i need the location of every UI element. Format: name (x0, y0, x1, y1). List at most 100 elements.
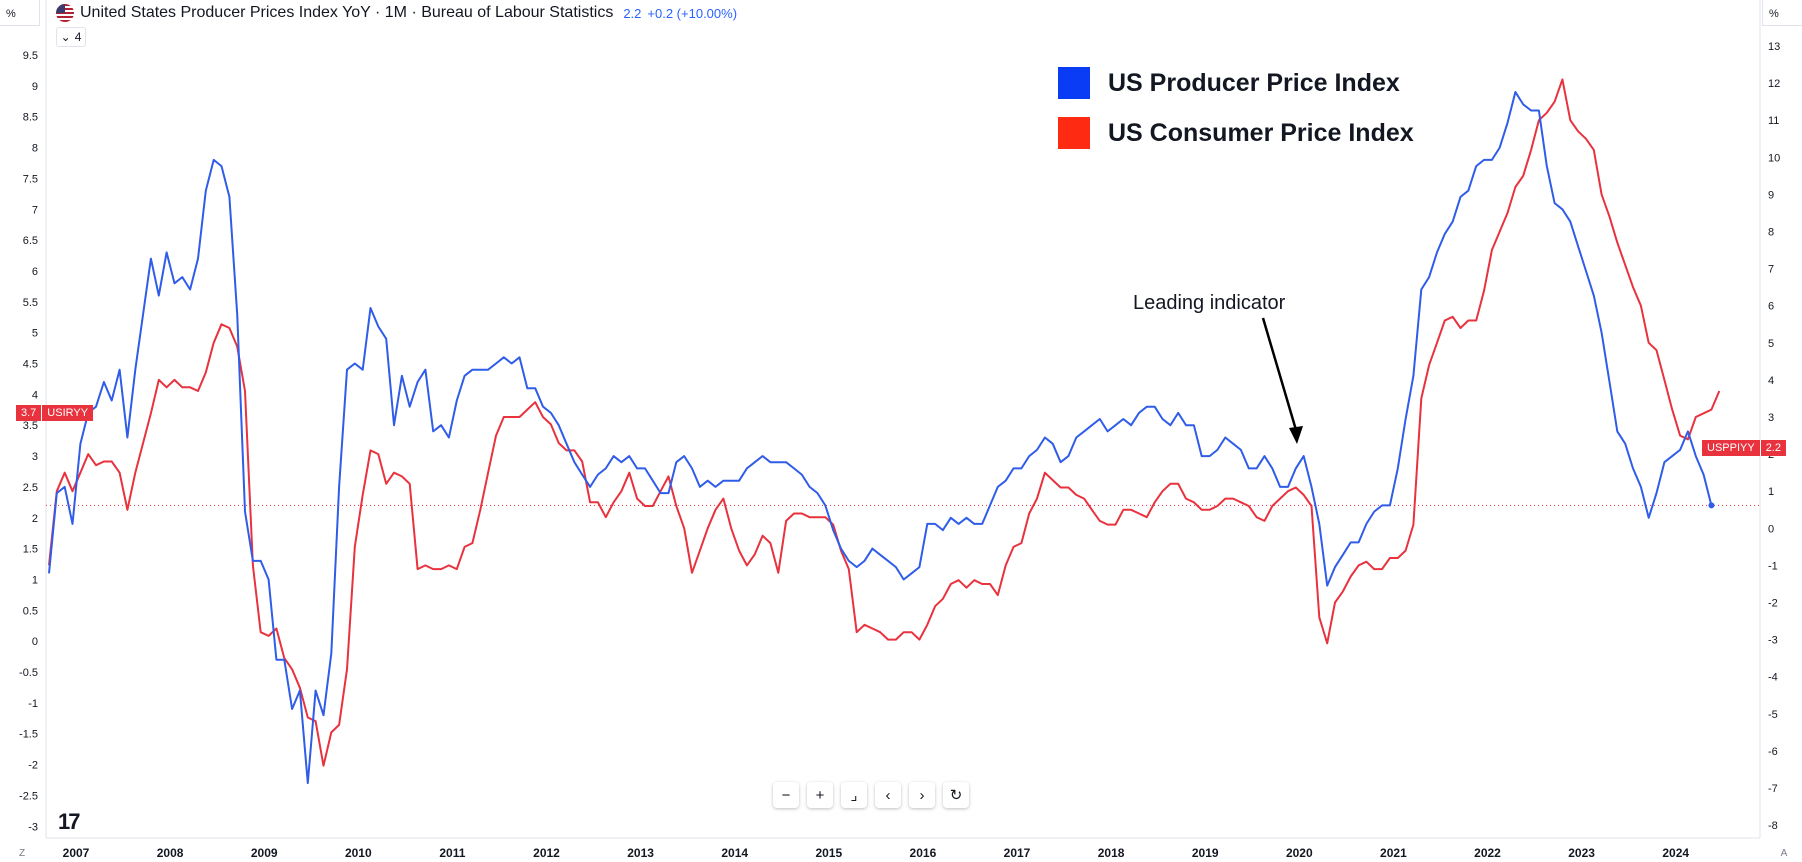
cpi-tag-symbol: USIRYY (41, 405, 94, 421)
right-tick-label: 3 (1768, 412, 1774, 424)
time-tick-label: 2021 (1380, 846, 1407, 860)
left-tick-label: 5.5 (23, 297, 38, 309)
left-tick-label: 8.5 (23, 112, 38, 124)
right-tick-label: -8 (1768, 820, 1778, 832)
time-tick-label: 2016 (910, 846, 937, 860)
right-tick-label: -5 (1768, 709, 1778, 721)
scroll-right-button[interactable]: › (909, 782, 935, 808)
ppi-tag-value: 2.2 (1759, 440, 1786, 456)
ppi-tag-symbol: USPPIYY (1702, 440, 1760, 456)
left-tick-label: 1.5 (23, 544, 38, 556)
right-tick-label: 0 (1768, 523, 1774, 535)
right-tick-label: 6 (1768, 301, 1774, 313)
leading-indicator-annotation: Leading indicator (1133, 292, 1286, 314)
left-tick-label: 1 (32, 574, 38, 586)
right-tick-label: 7 (1768, 264, 1774, 276)
left-tick-label: 4 (32, 389, 38, 401)
legend-item-ppi: US Producer Price Index (1058, 58, 1414, 108)
left-axis-ticks: -3 -2.5 -2 -1.5 -1 -0.5 0 0.5 1 1.5 2 2.5 3 3.5 4 4.5 5 5… (19, 50, 38, 833)
time-tick-label: 2018 (1098, 846, 1125, 860)
last-value: 2.2 (623, 5, 642, 21)
zoom-out-button[interactable]: − (773, 782, 799, 808)
time-tick-label: 2022 (1474, 846, 1501, 860)
right-tick-label: -2 (1768, 598, 1778, 610)
value-change: +0.2 (+10.00%) (647, 5, 738, 21)
time-tick-label: 2017 (1004, 846, 1031, 860)
left-tick-label: 9 (32, 81, 38, 93)
legend: US Producer Price Index US Consumer Pric… (1058, 58, 1414, 158)
left-tick-label: 2.5 (23, 482, 38, 494)
time-tick-label: 2012 (533, 846, 560, 860)
legend-swatch-cpi (1058, 117, 1090, 149)
time-axis-ticks: 2007 2008 2009 2010 2011 2012 2013 2014 2015 2016… (63, 846, 1690, 860)
right-tick-label: 1 (1768, 486, 1774, 498)
time-tick-label: 2019 (1192, 846, 1219, 860)
time-tick-label: 2011 (439, 846, 465, 860)
chart-header: United States Producer Prices Index YoY … (56, 2, 737, 24)
legend-swatch-ppi (1058, 67, 1090, 99)
left-unit-label[interactable]: % (0, 0, 40, 26)
zoom-in-button[interactable]: + (807, 782, 833, 808)
left-tick-label: -2.5 (19, 790, 38, 802)
right-tick-label: -7 (1768, 783, 1778, 795)
left-tick-label: -1.5 (19, 729, 38, 741)
time-tick-label: 2009 (251, 846, 278, 860)
left-tick-label: 5 (32, 328, 38, 340)
cpi-series-line (48, 78, 1721, 767)
reset-scale-button[interactable]: ⌟ (841, 782, 867, 808)
collapse-indicators-button[interactable]: ⌄ 4 (56, 27, 86, 47)
left-tick-label: -3 (28, 821, 38, 833)
left-tick-label: -2 (28, 760, 38, 772)
left-tick-label: -1 (28, 698, 38, 710)
ppi-series-line (48, 91, 1713, 785)
chart-toolbar: − + ⌟ ‹ › ↻ (773, 782, 969, 808)
time-tick-label: 2020 (1286, 846, 1313, 860)
cpi-left-tag: 3.7 USIRYY (16, 405, 94, 421)
right-tick-label: 4 (1768, 375, 1774, 387)
left-tick-label: 8 (32, 143, 38, 155)
indicator-count: 4 (74, 30, 82, 44)
ppi-last-point (1708, 502, 1715, 509)
left-tick-label: 7 (32, 204, 38, 216)
right-tick-label: 13 (1768, 41, 1780, 53)
legend-label-cpi: US Consumer Price Index (1108, 118, 1414, 147)
left-tick-label: 4.5 (23, 359, 38, 371)
time-tick-label: 2023 (1568, 846, 1595, 860)
time-tick-label: 2015 (815, 846, 842, 860)
right-tick-label: 12 (1768, 78, 1780, 90)
annotation-arrow (1261, 317, 1303, 444)
left-tick-label: 0.5 (23, 605, 38, 617)
right-unit-label[interactable]: % (1762, 0, 1802, 26)
auto-scale-button[interactable]: A (1780, 848, 1788, 859)
ppi-right-tag: USPPIYY 2.2 (1702, 440, 1786, 456)
series-layer (48, 78, 1721, 785)
left-tick-label: 0 (32, 636, 38, 648)
right-tick-label: 8 (1768, 227, 1774, 239)
time-tick-label: 2013 (627, 846, 654, 860)
us-flag-icon (56, 4, 74, 22)
time-tick-label: 2014 (721, 846, 748, 860)
scroll-left-button[interactable]: ‹ (875, 782, 901, 808)
right-tick-label: 9 (1768, 189, 1774, 201)
right-tick-label: 11 (1768, 115, 1779, 127)
time-tick-label: 2008 (157, 846, 184, 860)
right-tick-label: 5 (1768, 338, 1774, 350)
right-axis-ticks: -8-7-6-5-4-3-2-1012345678910111213 (1768, 41, 1780, 832)
left-tick-label: 6.5 (23, 235, 38, 247)
timezone-button[interactable]: Z (18, 848, 26, 859)
symbol-title[interactable]: United States Producer Prices Index YoY … (80, 4, 614, 21)
left-tick-label: 2 (32, 513, 38, 525)
legend-item-cpi: US Consumer Price Index (1058, 108, 1414, 158)
tradingview-logo[interactable]: 17 (58, 809, 81, 834)
right-tick-label: -3 (1768, 635, 1778, 647)
left-tick-label: 3.5 (23, 420, 38, 432)
left-tick-label: 6 (32, 266, 38, 278)
left-tick-label: 3 (32, 451, 38, 463)
refresh-button[interactable]: ↻ (943, 782, 969, 808)
right-tick-label: -6 (1768, 746, 1778, 758)
time-tick-label: 2010 (345, 846, 372, 860)
left-tick-label: 7.5 (23, 173, 38, 185)
chevron-down-icon: ⌄ (60, 30, 71, 44)
time-tick-label: 2007 (63, 846, 90, 860)
